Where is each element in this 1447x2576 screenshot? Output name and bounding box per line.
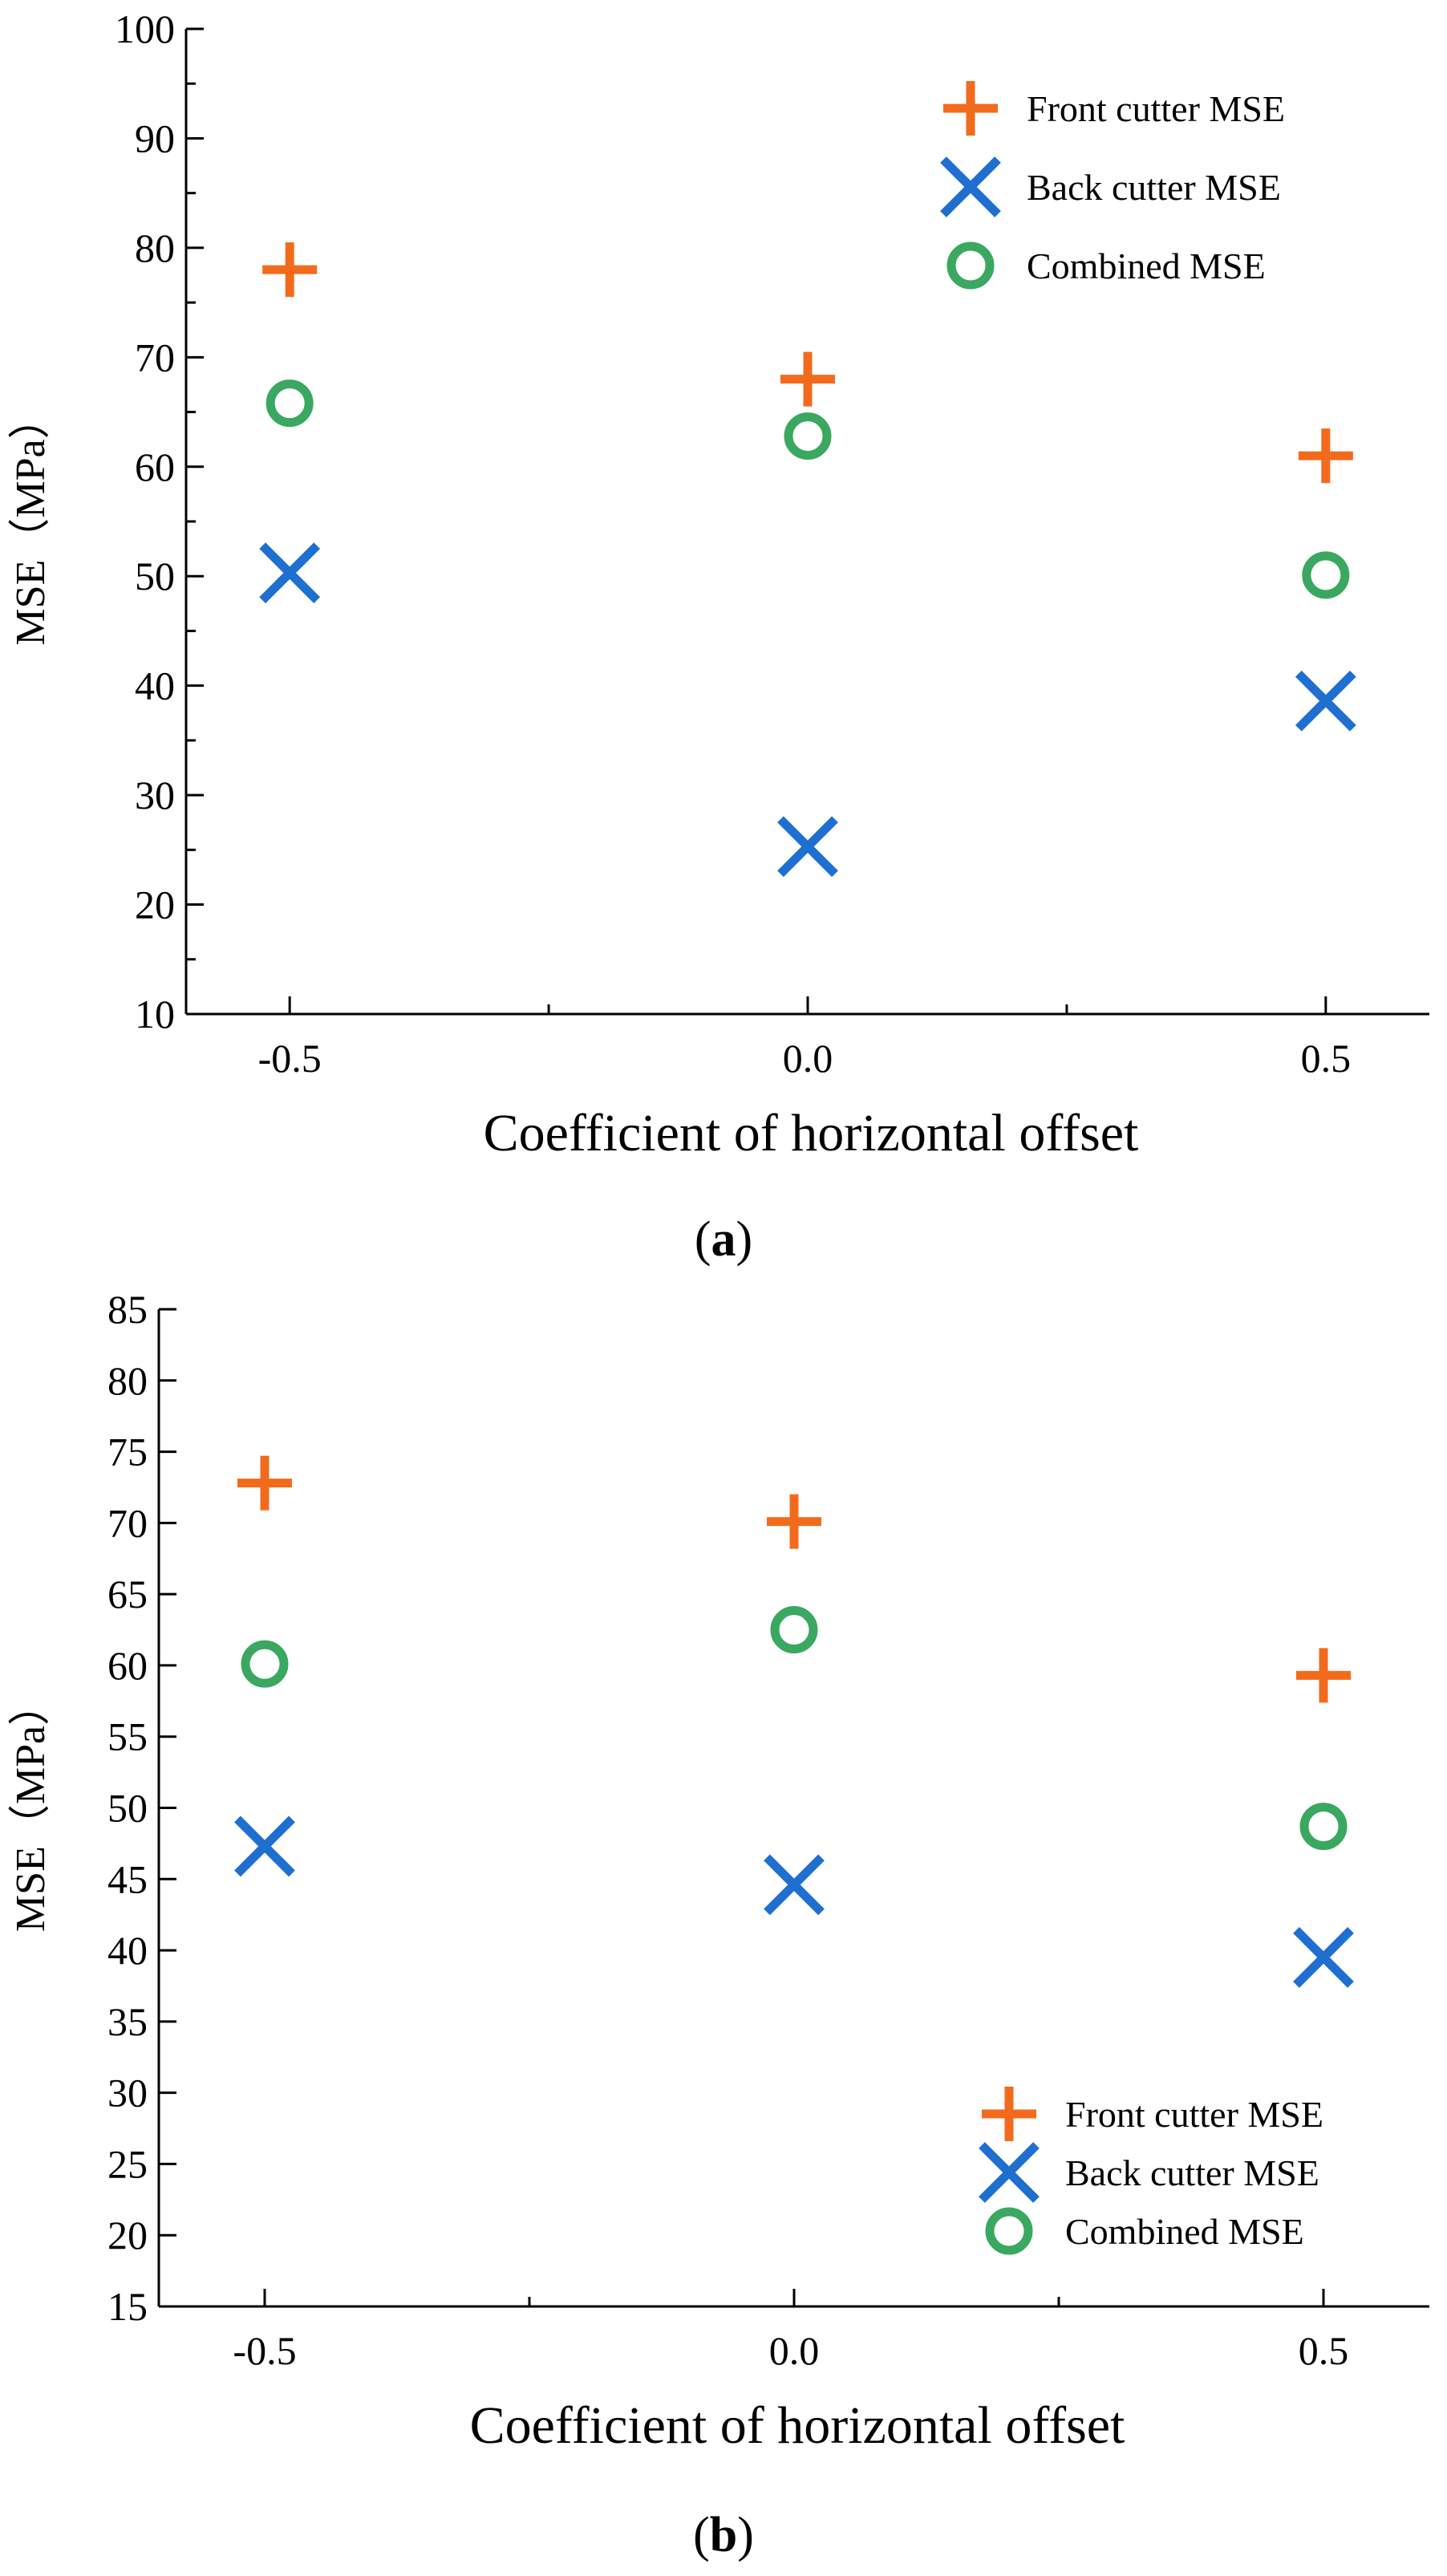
x-tick-label-b: 0.0 (769, 2328, 820, 2373)
y-tick-label-b: 25 (107, 2141, 148, 2186)
y-tick-label-b: 55 (107, 1714, 148, 1759)
y-tick-label-a: 100 (115, 6, 175, 51)
y-tick-label-a: 20 (135, 882, 175, 927)
y-tick-label-a: 80 (135, 225, 175, 270)
legend-symbol-cross (979, 2142, 1040, 2203)
point-circle-a (784, 412, 832, 460)
y-tick-label-b: 20 (107, 2213, 148, 2258)
point-circle-a (265, 379, 314, 428)
point-circle-b (241, 1640, 289, 1688)
point-cross-a (777, 816, 838, 878)
y-axis-title-a: MSE（MPa） (8, 397, 54, 645)
legend-a: Front cutter MSE Back cutter MSE Combined … (940, 81, 1285, 290)
y-tick-label-a: 70 (135, 335, 175, 379)
point-cross-b (1293, 1927, 1354, 1988)
x-tick-label-b: -0.5 (233, 2328, 296, 2373)
point-plus-b (767, 1494, 821, 1549)
legend-label-cross: Back cutter MSE (1027, 167, 1281, 208)
x-axis-title-a: Coefficient of horizontal offset (484, 1104, 1139, 1162)
x-axis-title-b: Coefficient of horizontal offset (470, 2396, 1125, 2455)
y-tick-label-b: 80 (107, 1358, 148, 1403)
caption-a-letter: a (711, 1212, 736, 1267)
point-plus-b (1296, 1648, 1351, 1703)
y-tick-label-b: 85 (107, 1287, 148, 1332)
point-plus-a (262, 242, 318, 298)
y-tick-label-b: 40 (107, 1928, 148, 1973)
legend-label-circle: Combined MSE (1065, 2211, 1304, 2252)
caption-b: (b) (693, 2508, 754, 2562)
y-tick-label-a: 10 (135, 992, 175, 1036)
chart-b: 15 20 25 30 35 40 45 50 55 60 65 70 75 80 85 -0.5 0.0 0.5… (8, 1287, 1429, 2455)
y-tick-label-a: 40 (135, 663, 175, 708)
y-tick-label-b: 60 (107, 1643, 148, 1688)
x-tick-label-a: -0.5 (258, 1036, 322, 1081)
y-tick-label-a: 90 (135, 116, 175, 160)
point-circle-a (1302, 551, 1350, 599)
point-circle-b (1299, 1803, 1348, 1851)
x-tick-label-a: 0.0 (783, 1036, 833, 1081)
legend-label-plus: Front cutter MSE (1027, 88, 1285, 129)
y-tick-label-b: 70 (107, 1500, 148, 1545)
chart-a: 10 20 30 40 50 60 70 80 90 100 -0.5 0.0 0.5 Coefficie… (8, 6, 1429, 1162)
y-tick-label-b: 65 (107, 1572, 148, 1617)
y-tick-label-a: 50 (135, 554, 175, 598)
y-tick-label-a: 60 (135, 444, 175, 489)
point-cross-b (234, 1815, 295, 1877)
point-cross-a (259, 542, 321, 604)
legend-symbol-plus (943, 81, 998, 136)
point-plus-a (780, 351, 835, 407)
caption-b-letter: b (710, 2508, 737, 2562)
y-tick-label-b: 50 (107, 1786, 148, 1831)
legend-symbol-plus (982, 2087, 1036, 2141)
y-tick-label-b: 30 (107, 2071, 148, 2116)
legend-label-cross: Back cutter MSE (1065, 2152, 1319, 2193)
legend-symbol-cross (940, 156, 1001, 217)
y-tick-label-a: 30 (135, 773, 175, 817)
point-circle-b (770, 1606, 818, 1654)
legend-symbol-circle (946, 241, 995, 290)
legend-b: Front cutter MSE Back cutter MSE Combined … (979, 2087, 1323, 2255)
y-tick-label-b: 45 (107, 1856, 148, 1901)
point-plus-b (237, 1455, 292, 1511)
legend-label-circle: Combined MSE (1027, 245, 1266, 286)
legend-label-plus: Front cutter MSE (1065, 2094, 1323, 2135)
point-cross-a (1295, 670, 1356, 732)
caption-a: (a) (695, 1212, 752, 1267)
y-tick-label-b: 15 (107, 2284, 148, 2329)
legend-symbol-circle (985, 2207, 1033, 2255)
y-tick-label-b: 75 (107, 1430, 148, 1475)
x-tick-label-b: 0.5 (1299, 2328, 1349, 2373)
point-plus-a (1298, 428, 1353, 484)
point-cross-b (764, 1854, 825, 1916)
y-tick-label-b: 35 (107, 1999, 148, 2044)
x-tick-label-a: 0.5 (1301, 1036, 1352, 1081)
y-axis-title-b: MSE（MPa） (8, 1684, 54, 1932)
